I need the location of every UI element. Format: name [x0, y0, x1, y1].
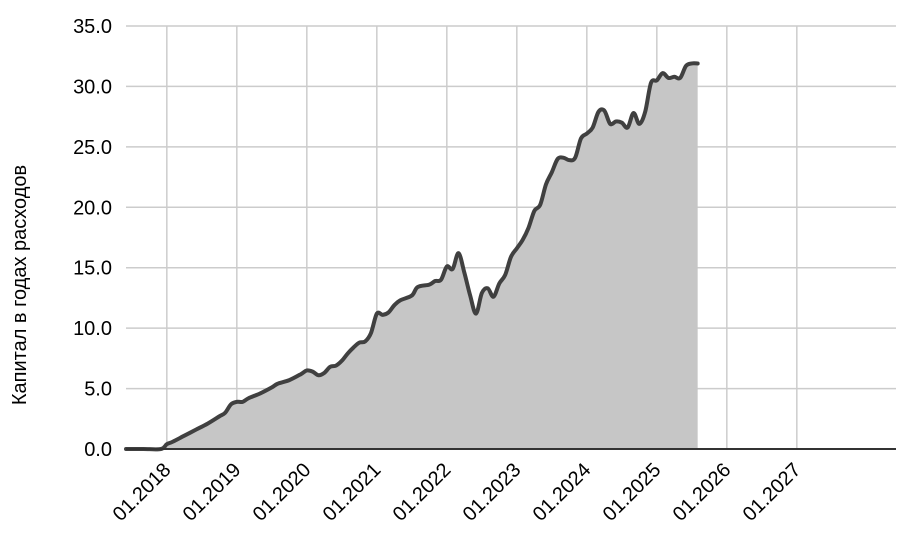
series-line [124, 61, 700, 452]
y-tick-label: 15.0 [73, 258, 112, 280]
y-tick-label: 10.0 [73, 318, 112, 340]
y-tick-labels: 0.0 5.0 10.0 15.0 20.0 25.0 30.0 35.0 [73, 16, 112, 461]
y-axis-label: Капитал в годах расходов [9, 165, 31, 405]
x-tick-label: 01.2019 [179, 459, 246, 526]
data-area [124, 61, 700, 452]
y-tick-label: 35.0 [73, 16, 112, 38]
x-tick-label: 01.2021 [319, 459, 386, 526]
x-tick-label: 01.2024 [529, 459, 596, 526]
x-tick-label: 01.2022 [389, 459, 456, 526]
area-fill [126, 63, 698, 450]
x-tick-label: 01.2027 [739, 459, 806, 526]
y-tick-label: 20.0 [73, 197, 112, 219]
y-tick-label: 0.0 [84, 439, 112, 461]
x-tick-labels: 01.2018 01.2019 01.2020 01.2021 01.2022 01.20… [109, 459, 806, 526]
y-tick-label: 25.0 [73, 137, 112, 159]
x-tick-label: 01.2026 [669, 459, 736, 526]
x-tick-label: 01.2023 [459, 459, 526, 526]
y-tick-label: 5.0 [84, 379, 112, 401]
x-tick-label: 01.2018 [109, 459, 176, 526]
y-tick-label: 30.0 [73, 76, 112, 98]
x-tick-label: 01.2025 [599, 459, 666, 526]
x-tick-label: 01.2020 [249, 459, 316, 526]
